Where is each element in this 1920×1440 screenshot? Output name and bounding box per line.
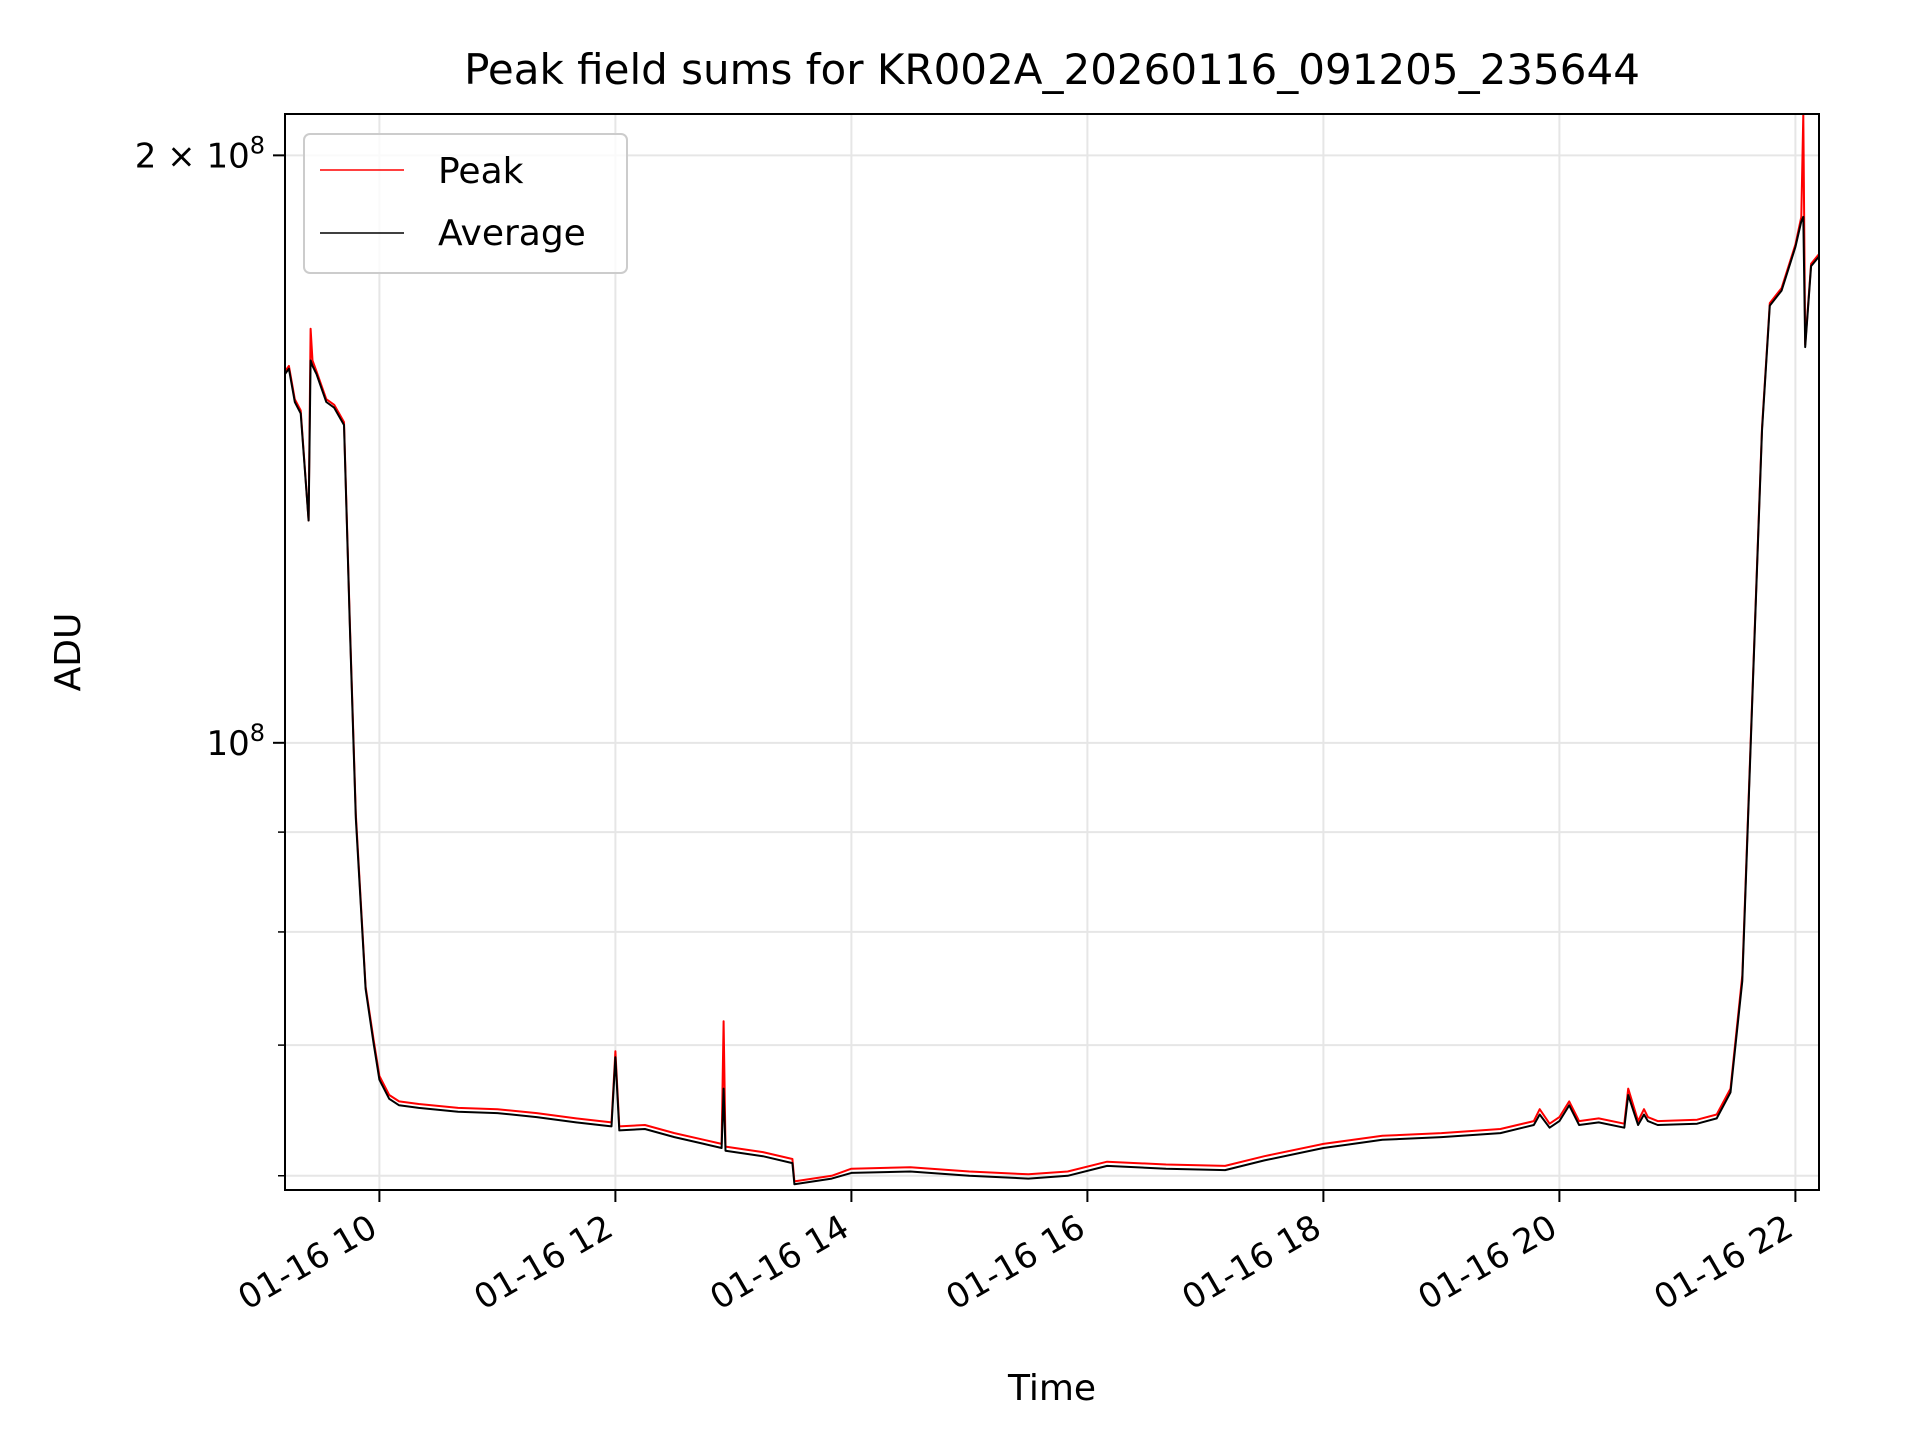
y-tick-label-0: 108 — [206, 719, 265, 764]
legend: Peak Average — [303, 133, 628, 274]
legend-label-average: Average — [438, 213, 586, 254]
chart-title: Peak field sums for KR002A_20260116_0912… — [464, 45, 1640, 94]
legend-label-peak: Peak — [438, 151, 524, 192]
y-axis: 108 2 × 108 — [135, 131, 285, 1177]
y-tick-label-1: 2 × 108 — [135, 131, 265, 176]
grid — [285, 114, 1819, 1190]
x-axis-label: Time — [1007, 1368, 1096, 1409]
series-line-average — [284, 215, 1820, 1186]
y-axis-label: ADU — [48, 613, 89, 692]
legend-box — [303, 133, 628, 274]
plot-frame — [284, 113, 1820, 1191]
series-group — [284, 113, 1820, 1186]
